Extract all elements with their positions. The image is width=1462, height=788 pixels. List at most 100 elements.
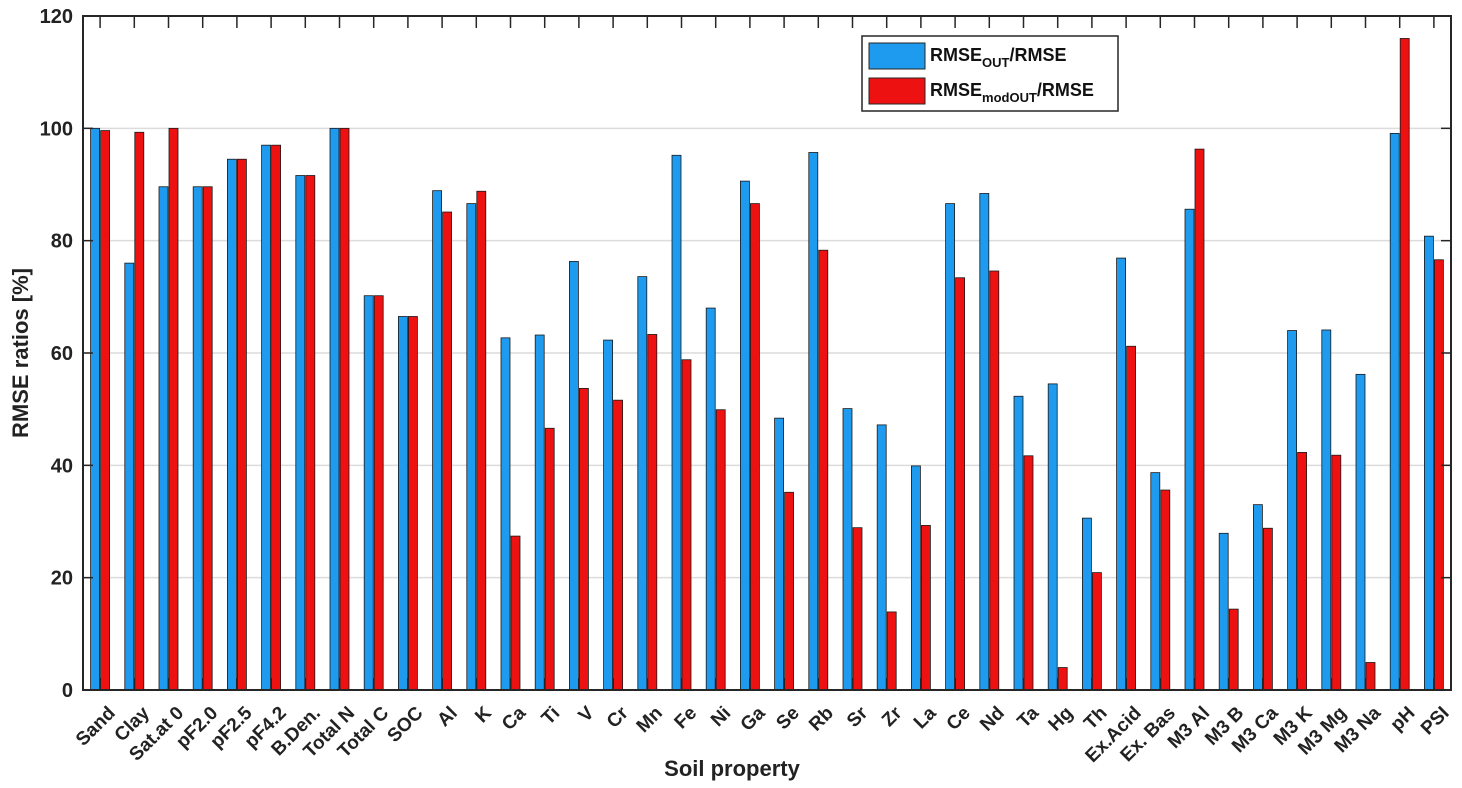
bar-rmse-out xyxy=(1355,373,1366,691)
bar-rmse-modout xyxy=(339,127,350,691)
bar-rmse-modout xyxy=(1092,572,1102,691)
legend-entry-modout-main: RMSE xyxy=(930,80,982,100)
legend-entry-out: RMSEOUT/RMSE xyxy=(930,45,1066,70)
legend-entry-out-tail: /RMSE xyxy=(1009,45,1066,65)
legend-entry-modout: RMSEmodOUT/RMSE xyxy=(930,80,1094,105)
bar-rmse-modout xyxy=(921,525,931,691)
bar-rmse-out xyxy=(329,127,340,691)
bar-rmse-modout xyxy=(100,130,110,691)
bar-rmse-modout xyxy=(134,131,145,691)
bar-rmse-out xyxy=(1184,208,1195,691)
bar-rmse-modout xyxy=(750,203,760,691)
bar-rmse-modout xyxy=(407,316,418,691)
bar-rmse-out xyxy=(158,186,169,691)
bar-rmse-out xyxy=(705,307,716,691)
bar-rmse-modout xyxy=(1057,667,1068,691)
legend-entry-out-sub: OUT xyxy=(982,55,1010,70)
bar-rmse-modout xyxy=(442,211,453,691)
bar-rmse-modout xyxy=(168,127,179,691)
bar-rmse-out xyxy=(124,262,135,691)
bar-rmse-modout xyxy=(1297,452,1307,691)
bar-rmse-modout xyxy=(818,249,829,691)
y-tick-label: 40 xyxy=(51,455,73,477)
bar-rmse-modout xyxy=(1126,345,1136,691)
bar-rmse-modout xyxy=(886,611,897,691)
bar-rmse-out xyxy=(90,127,100,691)
bar-rmse-out xyxy=(432,190,443,691)
bar-rmse-out xyxy=(1253,504,1263,691)
bar-rmse-modout xyxy=(1023,455,1034,691)
bar-rmse-out xyxy=(1047,383,1058,691)
legend-swatch-modout xyxy=(868,77,926,105)
y-tick-label: 120 xyxy=(40,6,73,28)
bar-rmse-out xyxy=(569,261,579,691)
bar-rmse-modout xyxy=(544,427,555,691)
bar-rmse-modout xyxy=(271,144,282,691)
legend-swatch-out xyxy=(868,42,926,70)
bar-rmse-out xyxy=(979,193,990,691)
y-tick-label: 80 xyxy=(51,231,73,253)
bar-rmse-modout xyxy=(955,277,965,691)
bar-rmse-out xyxy=(1082,517,1092,691)
bar-rmse-modout xyxy=(476,190,487,691)
bar-rmse-modout xyxy=(1331,454,1342,691)
bar-rmse-out xyxy=(603,339,613,691)
bar-rmse-out xyxy=(671,154,682,691)
bar-rmse-modout xyxy=(784,491,794,691)
bar-rmse-out xyxy=(637,276,648,691)
bar-marks xyxy=(90,38,1444,691)
bar-rmse-out xyxy=(945,203,955,691)
bar-rmse-modout xyxy=(989,270,1000,691)
y-tick-label: 0 xyxy=(62,680,73,702)
y-tick-label: 60 xyxy=(51,343,73,365)
bar-rmse-out xyxy=(876,424,887,691)
y-tick-label: 100 xyxy=(40,118,73,140)
bar-rmse-modout xyxy=(1263,527,1273,691)
bar-rmse-modout xyxy=(1228,608,1239,691)
bar-rmse-out xyxy=(911,465,921,691)
bar-rmse-out xyxy=(466,203,477,691)
bar-rmse-out xyxy=(842,408,853,691)
bar-rmse-modout xyxy=(852,527,863,691)
bar-rmse-out xyxy=(1287,330,1297,691)
bar-rmse-modout xyxy=(510,535,521,691)
bar-rmse-out xyxy=(226,158,237,691)
bar-rmse-out xyxy=(1389,132,1400,691)
legend: RMSEOUT/RMSE RMSEmodOUT/RMSE xyxy=(861,35,1119,112)
bar-rmse-out xyxy=(1321,329,1332,691)
bar-rmse-out xyxy=(1013,395,1024,691)
bar-rmse-out xyxy=(1424,235,1434,691)
x-axis-label: Soil property xyxy=(664,756,800,781)
y-tick-label: 20 xyxy=(51,568,73,590)
bar-rmse-modout xyxy=(202,186,213,691)
bar-rmse-out xyxy=(774,417,784,691)
bar-rmse-out xyxy=(363,295,374,691)
bar-rmse-out xyxy=(1218,532,1229,691)
bar-rmse-out xyxy=(1116,257,1126,691)
bar-rmse-out xyxy=(534,334,545,691)
bar-rmse-modout xyxy=(305,175,316,691)
bar-rmse-out xyxy=(261,144,272,691)
bar-rmse-modout xyxy=(579,387,589,691)
bar-rmse-modout xyxy=(1365,662,1376,691)
bar-rmse-modout xyxy=(236,158,247,691)
legend-entry-modout-sub: modOUT xyxy=(982,90,1037,105)
bar-rmse-modout xyxy=(647,334,658,691)
bar-rmse-modout xyxy=(1194,148,1205,691)
bar-rmse-out xyxy=(397,316,408,691)
bar-rmse-out xyxy=(808,152,819,691)
bar-rmse-modout xyxy=(373,295,384,691)
bar-rmse-out xyxy=(192,186,203,691)
bar-rmse-out xyxy=(295,175,306,691)
bar-rmse-out xyxy=(1150,472,1161,691)
bar-rmse-modout xyxy=(681,359,692,691)
legend-entry-modout-tail: /RMSE xyxy=(1037,80,1094,100)
bar-rmse-out xyxy=(500,337,511,691)
y-axis-label: RMSE ratios [%] xyxy=(8,268,33,438)
bar-rmse-modout xyxy=(613,399,623,691)
bar-rmse-modout xyxy=(1399,38,1410,691)
bar-rmse-modout xyxy=(715,409,726,691)
y-axis-ticks: 0 20 40 60 80 100 120 xyxy=(40,6,1451,702)
